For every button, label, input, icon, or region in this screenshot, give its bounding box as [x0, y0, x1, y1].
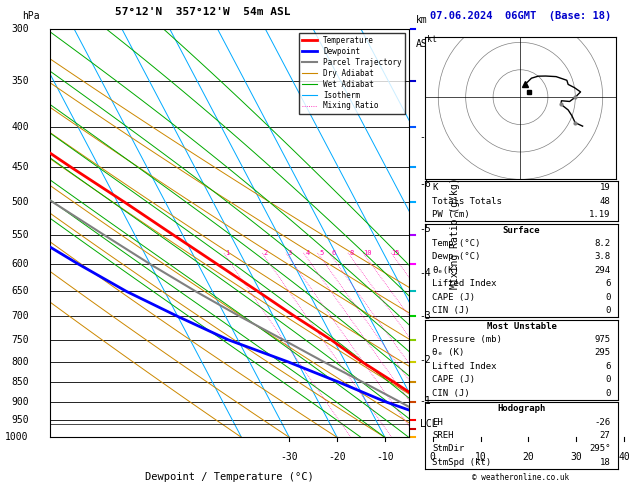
Text: 3: 3: [288, 250, 292, 257]
Text: 650: 650: [11, 286, 29, 296]
Text: CIN (J): CIN (J): [432, 306, 470, 315]
Text: 1.19: 1.19: [589, 210, 611, 219]
Text: LCL: LCL: [420, 418, 437, 429]
Legend: Temperature, Dewpoint, Parcel Trajectory, Dry Adiabat, Wet Adiabat, Isotherm, Mi: Temperature, Dewpoint, Parcel Trajectory…: [299, 33, 405, 114]
Text: 800: 800: [11, 357, 29, 367]
Text: 295: 295: [594, 348, 611, 358]
Text: PW (cm): PW (cm): [432, 210, 470, 219]
Text: CIN (J): CIN (J): [432, 388, 470, 398]
Text: 0: 0: [605, 306, 611, 315]
Text: © weatheronline.co.uk: © weatheronline.co.uk: [472, 473, 569, 482]
Text: 900: 900: [11, 397, 29, 407]
Text: 550: 550: [11, 230, 29, 240]
Text: Dewp (°C): Dewp (°C): [432, 252, 481, 261]
Text: 350: 350: [11, 76, 29, 87]
Text: -10: -10: [376, 451, 394, 462]
Text: 6: 6: [331, 250, 335, 257]
Text: Totals Totals: Totals Totals: [432, 196, 502, 206]
Text: -26: -26: [594, 417, 611, 427]
Text: CAPE (J): CAPE (J): [432, 375, 476, 384]
Text: 0: 0: [605, 293, 611, 302]
Text: StmSpd (kt): StmSpd (kt): [432, 458, 491, 467]
Text: 18: 18: [600, 458, 611, 467]
Text: -20: -20: [328, 451, 346, 462]
Text: 400: 400: [11, 122, 29, 132]
Text: -7: -7: [420, 132, 431, 142]
Text: 19: 19: [600, 183, 611, 192]
Text: K: K: [432, 183, 438, 192]
Text: Most Unstable: Most Unstable: [486, 322, 557, 331]
Text: km: km: [416, 15, 428, 25]
Text: EH: EH: [432, 417, 443, 427]
Text: 10: 10: [475, 451, 486, 462]
Text: 07.06.2024  06GMT  (Base: 18): 07.06.2024 06GMT (Base: 18): [430, 11, 611, 21]
Text: 5: 5: [320, 250, 323, 257]
Text: -6: -6: [420, 178, 431, 189]
Text: Temp (°C): Temp (°C): [432, 239, 481, 248]
Text: 294: 294: [594, 266, 611, 275]
Text: 1000: 1000: [5, 433, 29, 442]
Text: ASL: ASL: [416, 39, 433, 50]
Text: 0: 0: [605, 388, 611, 398]
Text: 10: 10: [363, 250, 371, 257]
Text: 2: 2: [264, 250, 268, 257]
Text: 8.2: 8.2: [594, 239, 611, 248]
Text: Dewpoint / Temperature (°C): Dewpoint / Temperature (°C): [145, 472, 314, 482]
Text: 850: 850: [11, 377, 29, 387]
Text: Surface: Surface: [503, 226, 540, 235]
Text: -5: -5: [420, 224, 431, 234]
Text: 20: 20: [523, 451, 534, 462]
Text: -30: -30: [281, 451, 298, 462]
Text: -4: -4: [420, 268, 431, 278]
Text: 600: 600: [11, 259, 29, 269]
Text: 3.8: 3.8: [594, 252, 611, 261]
Text: 700: 700: [11, 312, 29, 321]
Text: 4: 4: [305, 250, 309, 257]
Text: Pressure (mb): Pressure (mb): [432, 335, 502, 344]
Text: 975: 975: [594, 335, 611, 344]
Text: 295°: 295°: [589, 444, 611, 453]
Text: 40: 40: [618, 451, 629, 462]
Text: 0: 0: [605, 375, 611, 384]
Text: 6: 6: [605, 279, 611, 288]
Text: 48: 48: [600, 196, 611, 206]
Text: θₑ(K): θₑ(K): [432, 266, 459, 275]
Text: 300: 300: [11, 24, 29, 34]
Text: 950: 950: [11, 415, 29, 425]
Text: 8: 8: [350, 250, 354, 257]
Text: 6: 6: [605, 362, 611, 371]
Text: θₑ (K): θₑ (K): [432, 348, 465, 358]
Text: -1: -1: [420, 396, 431, 406]
Text: 500: 500: [11, 197, 29, 208]
Text: kt: kt: [427, 35, 437, 44]
Text: Lifted Index: Lifted Index: [432, 362, 497, 371]
Text: 27: 27: [600, 431, 611, 440]
Text: 30: 30: [571, 451, 582, 462]
Text: Hodograph: Hodograph: [498, 404, 545, 414]
Text: 15: 15: [391, 250, 399, 257]
Text: 450: 450: [11, 162, 29, 172]
Text: 1: 1: [225, 250, 230, 257]
Text: hPa: hPa: [21, 11, 39, 21]
Text: 0: 0: [430, 451, 436, 462]
Text: -2: -2: [420, 355, 431, 364]
Text: SREH: SREH: [432, 431, 454, 440]
Text: 57°12'N  357°12'W  54m ASL: 57°12'N 357°12'W 54m ASL: [115, 7, 291, 17]
Text: 750: 750: [11, 335, 29, 345]
Text: CAPE (J): CAPE (J): [432, 293, 476, 302]
Text: -3: -3: [420, 312, 431, 321]
Text: Mixing Ratio (g/kg): Mixing Ratio (g/kg): [450, 177, 460, 289]
Text: Lifted Index: Lifted Index: [432, 279, 497, 288]
Text: StmDir: StmDir: [432, 444, 465, 453]
